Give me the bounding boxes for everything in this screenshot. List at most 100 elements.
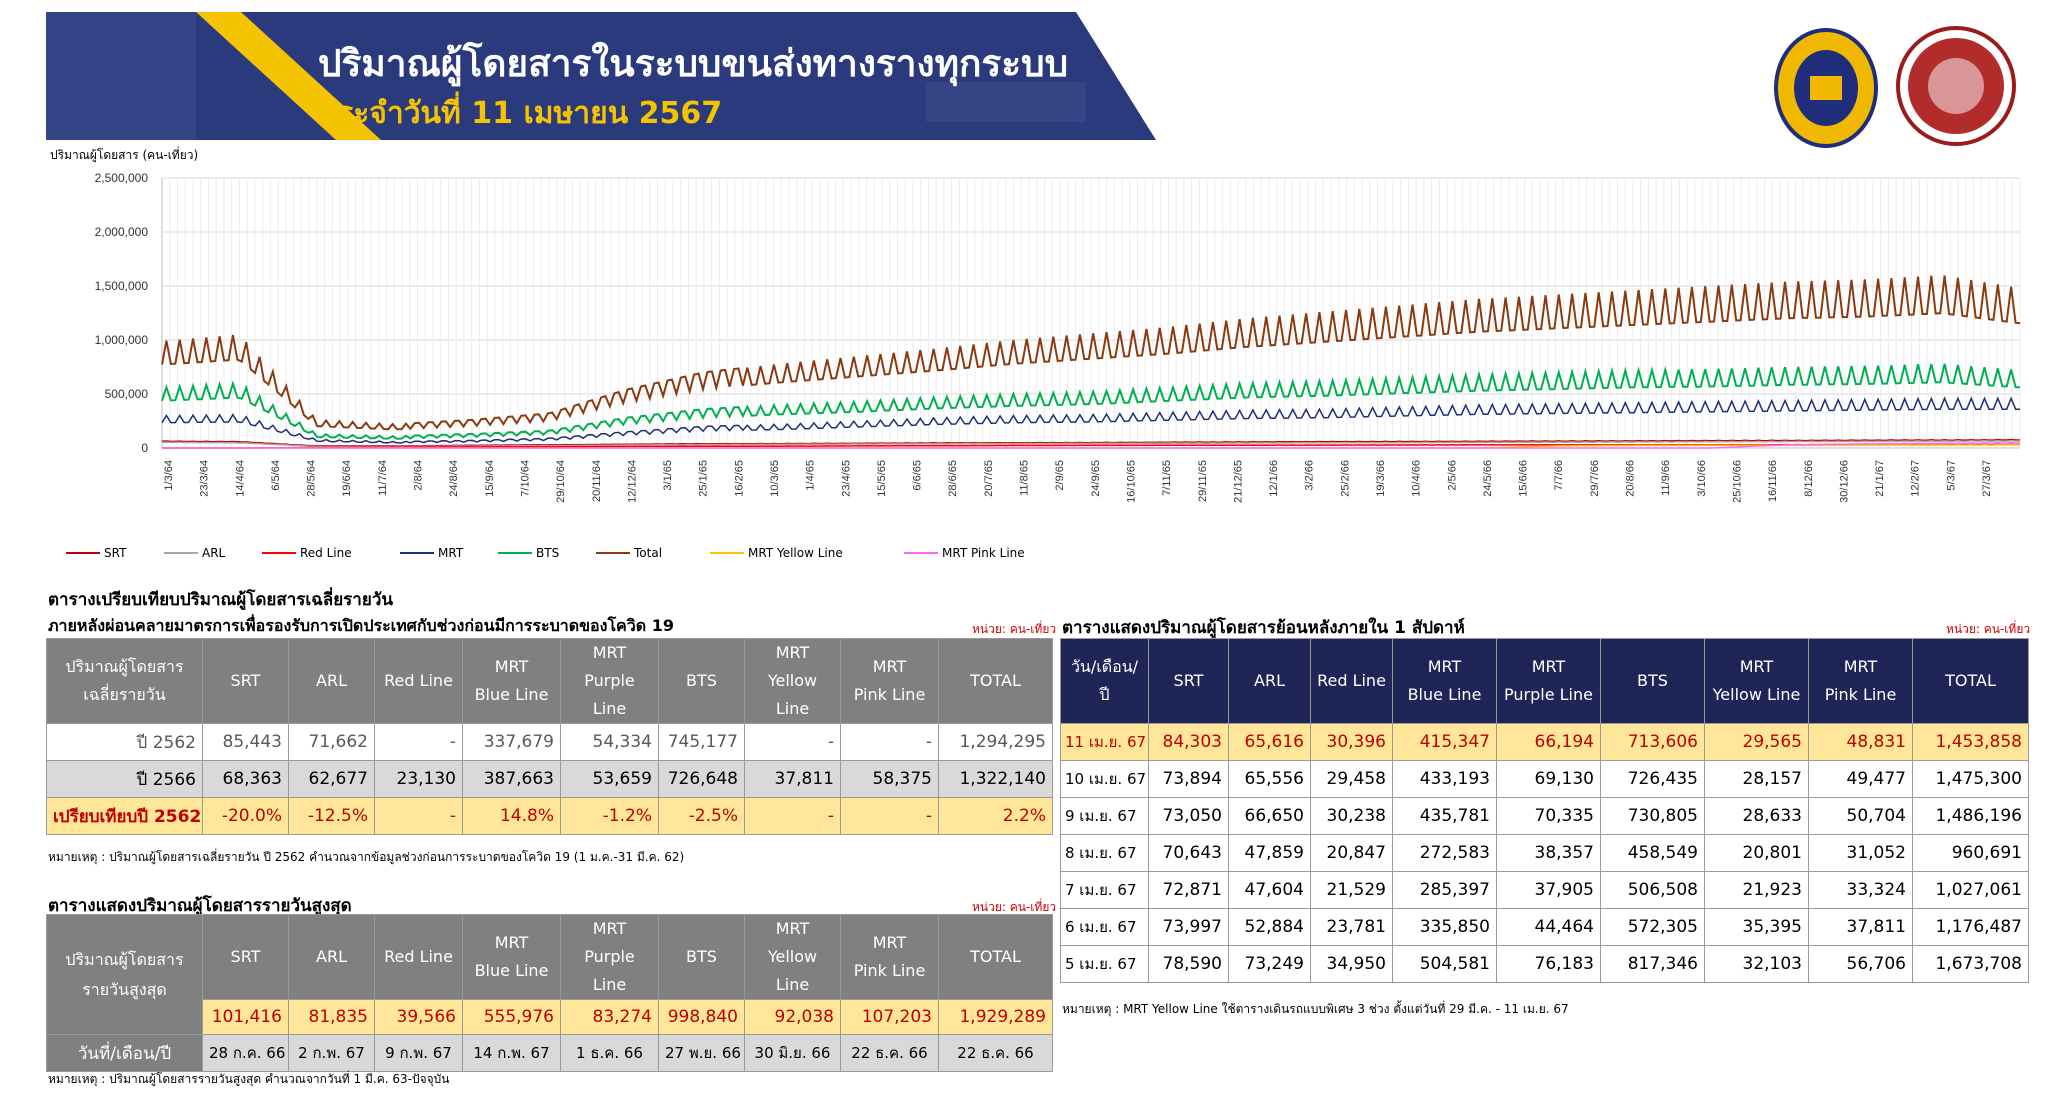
- legend-item: MRT Pink Line: [904, 546, 1025, 560]
- table-header-cell: MRT Pink Line: [840, 638, 939, 724]
- x-tick-label: 19/3/66: [1375, 460, 1387, 497]
- ridership-line-chart: 2,500,000 2,000,000 1,500,000 1,000,000 500,…: [95, 171, 2021, 503]
- x-tick-label: 8/12/66: [1803, 460, 1815, 497]
- table-cell: 70,335: [1496, 797, 1601, 835]
- header-line: MRT: [872, 657, 907, 676]
- x-tick-label: 3/2/66: [1304, 460, 1316, 491]
- table2-note: หมายเหตุ : ปริมาณผู้โดยสารรายวันสูงสุด ค…: [48, 1072, 450, 1086]
- x-tick-label: 27/3/67: [1981, 460, 1993, 497]
- table-cell: 85,443: [202, 723, 289, 761]
- table-cell: 433,193: [1392, 760, 1497, 798]
- table-cell: 52,884: [1228, 908, 1311, 946]
- header-line: MRT: [592, 919, 627, 938]
- table-header-cell: SRT: [202, 914, 289, 1000]
- legend-label: SRT: [104, 546, 127, 560]
- header-line: MRT: [775, 643, 810, 662]
- table-cell: -: [374, 797, 463, 835]
- table-cell: 71,662: [288, 723, 375, 761]
- x-tick-label: 6/5/64: [270, 460, 282, 491]
- header-line: SRT: [1173, 671, 1204, 690]
- table-cell: 20,847: [1310, 834, 1393, 872]
- header-line: MRT: [775, 919, 810, 938]
- table-cell: 2 ก.พ. 67: [288, 1034, 375, 1072]
- x-tick-label: 28/6/65: [947, 460, 959, 497]
- x-tick-label: 20/8/66: [1625, 460, 1637, 497]
- table-cell: 83,274: [560, 999, 659, 1035]
- header-line: Red Line: [384, 671, 453, 690]
- table-header-cell: BTS: [1600, 638, 1705, 724]
- table-cell: 27 พ.ย. 66: [658, 1034, 745, 1072]
- legend-item: ARL: [164, 546, 225, 560]
- table-header-row: วัน/เดือน/ปี SRT ARL Red Line MRT Blue Line MR…: [1060, 638, 2029, 724]
- table-cell: 415,347: [1392, 723, 1497, 761]
- table-cell: 14.8%: [462, 797, 561, 835]
- table-cell: 1,453,858: [1912, 723, 2029, 761]
- header-line: Yellow Line: [1712, 685, 1801, 704]
- table-header-cell: Red Line: [1310, 638, 1393, 724]
- table-row: 5 เม.ย. 67 78,590 73,249 34,950 504,581 76,18…: [1060, 945, 2029, 983]
- table-cell: 62,677: [288, 760, 375, 798]
- table-header-cell: MRT Purple Line: [560, 914, 659, 1000]
- x-tick-label: 16/2/65: [733, 460, 745, 497]
- page-subtitle: ประจำวันที่ 11 เมษายน 2567: [318, 96, 723, 131]
- header-line: ปริมาณผู้โดยสาร: [65, 949, 184, 969]
- series-line-mrt-pink-line: [162, 442, 2020, 449]
- table-row: ปี 2566 68,363 62,677 23,130 387,663 53,659 72…: [46, 760, 1053, 798]
- header-line: BTS: [686, 947, 717, 966]
- legend-swatch: [66, 552, 100, 554]
- table-cell: 66,650: [1228, 797, 1311, 835]
- legend-label: MRT Yellow Line: [748, 546, 843, 560]
- table-row: 7 เม.ย. 67 72,871 47,604 21,529 285,397 37,90…: [1060, 871, 2029, 909]
- row-label: 10 เม.ย. 67: [1060, 760, 1149, 798]
- table-cell: 1,294,295: [938, 723, 1053, 761]
- table-header-cell: TOTAL: [1912, 638, 2029, 724]
- table-cell: 1 ธ.ค. 66: [560, 1034, 659, 1072]
- table-cell: 70,643: [1148, 834, 1229, 872]
- table-cell: 1,027,061: [1912, 871, 2029, 909]
- x-tick-label: 15/5/65: [876, 460, 888, 497]
- table-row: วันที่/เดือน/ปี 28 ก.ค. 66 2 ก.พ. 67 9 ก.พ.…: [46, 1034, 1053, 1072]
- table3-title: ตารางแสดงปริมาณผู้โดยสารย้อนหลังภายใน 1 …: [1062, 618, 1465, 638]
- table-cell: 37,905: [1496, 871, 1601, 909]
- table-header-cell: ARL: [288, 914, 375, 1000]
- x-tick-label: 24/5/66: [1482, 460, 1494, 497]
- x-tick-label: 23/4/65: [840, 460, 852, 497]
- x-tick-label: 30/12/66: [1838, 460, 1850, 503]
- table-cell: 23,130: [374, 760, 463, 798]
- table-cell: -2.5%: [658, 797, 745, 835]
- header-line: Red Line: [1317, 671, 1386, 690]
- header-line: Yellow Line: [767, 671, 818, 718]
- row-label: ปี 2566: [46, 760, 203, 798]
- header-line: รายวันสูงสุด: [82, 979, 167, 999]
- table1-unit: หน่วย: คน-เที่ยว: [972, 622, 1057, 636]
- table-cell: 107,203: [840, 999, 939, 1035]
- x-tick-label: 16/10/65: [1125, 460, 1137, 503]
- x-tick-label: 10/4/66: [1411, 460, 1423, 497]
- legend-swatch: [400, 552, 434, 554]
- table-cell: 506,508: [1600, 871, 1705, 909]
- header-line: Pink Line: [1824, 685, 1897, 704]
- x-tick-label: 2/8/64: [413, 460, 425, 491]
- table1-subtitle: ภายหลังผ่อนคลายมาตรการเพื่อรองรับการเปิด…: [48, 616, 674, 635]
- table-cell: 21,923: [1704, 871, 1809, 909]
- legend-swatch: [596, 552, 630, 554]
- header-line: BTS: [1637, 671, 1668, 690]
- ministry-seal-logo: [1774, 28, 1878, 148]
- row-label: 5 เม.ย. 67: [1060, 945, 1149, 983]
- y-tick-label: 1,000,000: [95, 333, 149, 347]
- row-label: 11 เม.ย. 67: [1060, 723, 1149, 761]
- x-tick-label: 25/2/66: [1339, 460, 1351, 497]
- x-tick-label: 14/4/64: [234, 460, 246, 497]
- table-cell: 726,435: [1600, 760, 1705, 798]
- table-row: เปรียบเทียบปี 2562 -20.0% -12.5% -14.8% -1.2…: [46, 797, 1053, 835]
- header-banner: [46, 12, 1156, 140]
- x-tick-label: 1/4/65: [805, 460, 817, 491]
- legend-item: Total: [596, 546, 662, 560]
- table-cell: 49,477: [1808, 760, 1913, 798]
- table-row: 9 เม.ย. 67 73,050 66,650 30,238 435,781 70,33…: [1060, 797, 2029, 835]
- header-line: SRT: [230, 671, 261, 690]
- x-tick-label: 11/7/64: [377, 460, 389, 496]
- header-line: วัน/เดือน/ปี: [1070, 657, 1139, 704]
- table-header-cell: ARL: [288, 638, 375, 724]
- x-tick-label: 23/3/64: [199, 460, 211, 497]
